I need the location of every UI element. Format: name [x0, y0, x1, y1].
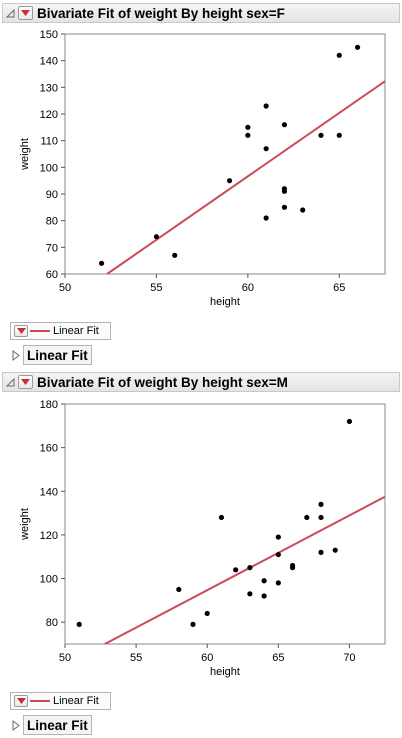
red-triangle-menu-icon[interactable] — [14, 325, 28, 337]
data-point — [336, 52, 342, 58]
linear-fit-label: Linear Fit — [23, 345, 92, 365]
x-tick-label: 60 — [242, 282, 254, 294]
plot-area — [98, 44, 385, 274]
x-tick-label: 50 — [59, 652, 71, 664]
red-triangle-menu-icon[interactable] — [18, 6, 33, 20]
data-point — [76, 621, 82, 627]
data-point — [275, 580, 281, 586]
x-axis-label: height — [210, 296, 240, 308]
expand-triangle-icon[interactable] — [12, 719, 22, 731]
fit-line-swatch — [30, 700, 50, 702]
data-point — [153, 234, 160, 240]
data-point — [247, 565, 253, 571]
y-tick-label: 140 — [40, 486, 58, 498]
y-tick-label: 80 — [46, 216, 58, 228]
data-point — [275, 534, 281, 540]
linear-fit-outline-female[interactable]: Linear Fit — [12, 344, 92, 366]
plot-frame — [64, 33, 386, 275]
report-title: Bivariate Fit of weight By height sex=F — [37, 5, 285, 21]
data-point — [318, 132, 324, 138]
plot-area — [76, 418, 385, 644]
data-point — [226, 178, 233, 184]
scatter-plot-male[interactable]: 50 55 60 65 70 80 100 120 140 160 180 height weight — [0, 393, 402, 685]
data-point — [261, 593, 267, 599]
data-point — [263, 146, 269, 152]
data-point — [190, 621, 196, 627]
y-tick-label: 70 — [46, 242, 58, 254]
linear-fit-label: Linear Fit — [23, 715, 92, 735]
data-point — [318, 514, 324, 521]
y-tick-label: 110 — [40, 136, 58, 148]
data-point — [247, 591, 253, 597]
fit-legend-female[interactable]: Linear Fit — [10, 322, 111, 340]
x-tick-label: 65 — [333, 282, 345, 294]
data-point — [172, 252, 178, 258]
x-tick-label: 55 — [130, 652, 142, 664]
data-point — [336, 132, 342, 138]
report-title: Bivariate Fit of weight By height sex=M — [37, 374, 288, 390]
data-point — [346, 418, 353, 425]
y-tick-label: 100 — [40, 162, 58, 174]
data-point — [332, 547, 338, 553]
data-point — [300, 207, 306, 213]
legend-label: Linear Fit — [53, 325, 99, 337]
linear-fit-line — [106, 80, 385, 274]
y-tick-label: 80 — [46, 617, 58, 629]
linear-fit-outline-male[interactable]: Linear Fit — [12, 714, 92, 736]
scatter-plot-female[interactable]: 50 55 60 65 60 70 80 90 100 110 120 130 140 150 height… — [0, 24, 402, 316]
y-tick-label: 150 — [40, 29, 58, 41]
y-tick-label: 60 — [46, 269, 58, 281]
y-axis-label: weight — [19, 508, 31, 541]
x-axis-label: height — [210, 666, 240, 678]
x-tick-label: 55 — [150, 282, 162, 294]
data-point — [204, 610, 210, 617]
x-tick-label: 65 — [272, 652, 284, 664]
fit-line-swatch — [30, 330, 50, 332]
y-tick-label: 120 — [40, 530, 58, 542]
linear-fit-line — [104, 495, 385, 644]
data-point — [289, 565, 296, 571]
x-tick-label: 60 — [201, 652, 213, 664]
data-point — [98, 260, 105, 266]
fit-legend-male[interactable]: Linear Fit — [10, 692, 111, 710]
data-point — [245, 132, 251, 138]
data-point — [233, 567, 239, 573]
data-point — [176, 586, 182, 593]
y-tick-label: 140 — [40, 56, 58, 68]
y-tick-label: 100 — [40, 574, 58, 586]
y-tick-label: 180 — [40, 399, 58, 411]
data-point — [218, 514, 225, 521]
x-tick-label: 70 — [343, 652, 355, 664]
data-point — [275, 551, 281, 558]
y-tick-label: 130 — [40, 82, 58, 94]
data-point — [245, 124, 251, 130]
red-triangle-menu-icon[interactable] — [18, 375, 33, 389]
data-point — [261, 578, 267, 584]
data-point — [281, 204, 288, 210]
y-tick-label: 120 — [40, 109, 58, 121]
data-point — [281, 188, 288, 194]
data-point — [263, 215, 269, 221]
report-header-male[interactable]: Bivariate Fit of weight By height sex=M — [2, 372, 400, 392]
red-triangle-menu-icon[interactable] — [14, 695, 28, 707]
x-tick-label: 50 — [59, 282, 71, 294]
disclosure-triangle-icon[interactable] — [5, 8, 15, 18]
y-axis-label: weight — [19, 138, 31, 171]
data-point — [304, 514, 310, 521]
data-point — [318, 501, 324, 507]
disclosure-triangle-icon[interactable] — [5, 377, 15, 387]
data-point — [354, 44, 361, 50]
expand-triangle-icon[interactable] — [12, 349, 22, 361]
data-point — [318, 549, 324, 555]
y-tick-label: 90 — [46, 189, 58, 201]
plot-frame — [64, 403, 386, 645]
data-point — [281, 122, 288, 128]
y-tick-label: 160 — [40, 443, 58, 455]
report-header-female[interactable]: Bivariate Fit of weight By height sex=F — [2, 3, 400, 23]
data-point — [263, 103, 269, 109]
legend-label: Linear Fit — [53, 695, 99, 707]
